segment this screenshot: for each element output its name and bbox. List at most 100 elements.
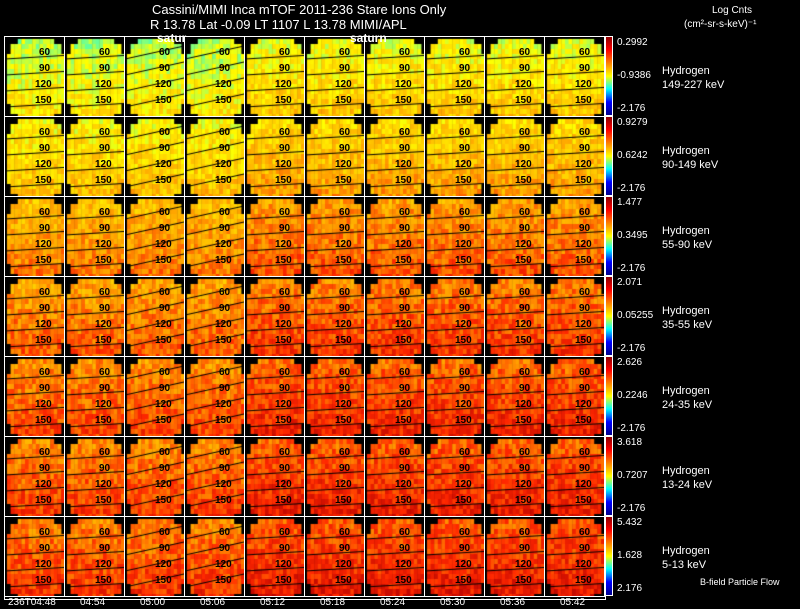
cell-pixels	[65, 437, 124, 516]
contour-label: 150	[275, 495, 292, 506]
contour-label: 60	[399, 207, 411, 218]
contour-label: 60	[399, 47, 411, 58]
cell-pixels	[125, 517, 184, 596]
colorbar-max-label: 3.618	[617, 437, 643, 448]
heatmap-cell: 60 90 120 150	[185, 357, 245, 437]
heatmap-cell: 60 90 120 150	[5, 277, 65, 357]
contour-label: 60	[99, 207, 111, 218]
contour-label: 60	[339, 207, 351, 218]
contour-label: 60	[339, 127, 351, 138]
contour-label: 60	[279, 127, 291, 138]
colorbar-title: Log Cnts	[712, 5, 753, 16]
cell-pixels	[245, 517, 304, 596]
contour-label: 120	[515, 559, 532, 570]
contour-label: 90	[459, 463, 471, 474]
contour-label: 60	[159, 127, 171, 138]
contour-label: 150	[215, 575, 232, 586]
colorbar	[605, 196, 613, 276]
contour-label: 60	[519, 47, 531, 58]
species-label: Hydrogen	[662, 65, 710, 77]
cell-pixels	[65, 37, 124, 116]
time-tick-label: 05:42	[560, 597, 586, 608]
heatmap-cell: 60 90 120 150	[245, 197, 305, 277]
contour-label: 120	[95, 159, 112, 170]
contour-label: 120	[215, 399, 232, 410]
cell-pixels	[245, 197, 304, 276]
contour-label: 150	[275, 335, 292, 346]
heatmap-cell: 60 90 120 150	[125, 437, 185, 517]
cell-pixels	[545, 517, 604, 596]
time-tick-label: 05:18	[320, 597, 346, 608]
contour-label: 120	[275, 479, 292, 490]
contour-label: 120	[155, 399, 172, 410]
contour-label: 150	[395, 335, 412, 346]
contour-label: 90	[159, 63, 171, 74]
cell-pixels	[365, 277, 424, 356]
heatmap-cell: 60 90 120 150	[485, 37, 545, 117]
contour-label: 60	[459, 367, 471, 378]
cell-pixels	[485, 197, 544, 276]
heatmap-cell: 60 90 120 150	[245, 517, 305, 597]
cell-pixels	[245, 37, 304, 116]
heatmap-cell: 60 90 120 150	[485, 357, 545, 437]
row-label: Hydrogen 35-55 keV	[662, 304, 712, 332]
contour-label: 120	[275, 79, 292, 90]
colorbar-mid-label: 0.6242	[617, 150, 648, 161]
energy-range-label: 13-24 keV	[662, 479, 713, 491]
contour-label: 90	[39, 463, 51, 474]
contour-label: 90	[39, 303, 51, 314]
contour-label: 90	[99, 463, 111, 474]
contour-label: 150	[575, 255, 592, 266]
heatmap-cell: 60 90 120 150	[65, 437, 125, 517]
contour-label: 150	[215, 495, 232, 506]
cell-pixels	[425, 277, 484, 356]
contour-label: 90	[579, 143, 591, 154]
contour-label: 120	[215, 79, 232, 90]
contour-label: 150	[35, 575, 52, 586]
cell-pixels	[365, 357, 424, 436]
contour-label: 120	[275, 399, 292, 410]
contour-label: 60	[99, 367, 111, 378]
heatmap-cell: 60 90 120 150	[185, 277, 245, 357]
contour-label: 150	[515, 335, 532, 346]
contour-label: 120	[335, 239, 352, 250]
colorbar-max-label: 2.071	[617, 277, 643, 288]
contour-label: 60	[579, 127, 591, 138]
cell-pixels	[545, 437, 604, 516]
cell-pixels	[485, 437, 544, 516]
contour-label: 150	[515, 495, 532, 506]
contour-label: 90	[519, 223, 531, 234]
contour-label: 60	[279, 207, 291, 218]
heatmap-cell: 60 90 120 150	[185, 197, 245, 277]
heatmap-cell: 60 90 120 150	[545, 437, 605, 517]
heatmap-cell: 60 90 120 150	[545, 517, 605, 597]
heatmap-cell: 60 90 120 150	[485, 197, 545, 277]
contour-label: 150	[335, 335, 352, 346]
contour-label: 150	[35, 495, 52, 506]
contour-label: 90	[39, 383, 51, 394]
heatmap-cell: 60 90 120 150	[65, 357, 125, 437]
cell-pixels	[5, 37, 64, 116]
heatmap-cell: 60 90 120 150	[545, 277, 605, 357]
heatmap-cell: 60 90 120 150	[485, 437, 545, 517]
heatmap-cell: 60 90 120 150	[365, 517, 425, 597]
heatmap-cell: 60 90 120 150	[125, 517, 185, 597]
contour-label: 120	[455, 399, 472, 410]
contour-label: 60	[459, 527, 471, 538]
cell-pixels	[125, 197, 184, 276]
contour-label: 90	[219, 63, 231, 74]
cell-pixels	[5, 197, 64, 276]
heatmap-cell: 60 90 120 150	[425, 357, 485, 437]
cell-pixels	[65, 117, 124, 196]
contour-label: 120	[395, 79, 412, 90]
contour-label: 120	[455, 559, 472, 570]
cell-pixels	[305, 117, 364, 196]
heatmap-cell: 60 90 120 150	[125, 357, 185, 437]
contour-label: 120	[335, 79, 352, 90]
contour-label: 90	[279, 543, 291, 554]
contour-label: 150	[215, 335, 232, 346]
bfield-flow-note: B-field Particle Flow	[700, 577, 780, 587]
contour-label: 60	[39, 367, 51, 378]
cell-pixels	[65, 517, 124, 596]
colorbar-mid-label: 0.7207	[617, 470, 648, 481]
